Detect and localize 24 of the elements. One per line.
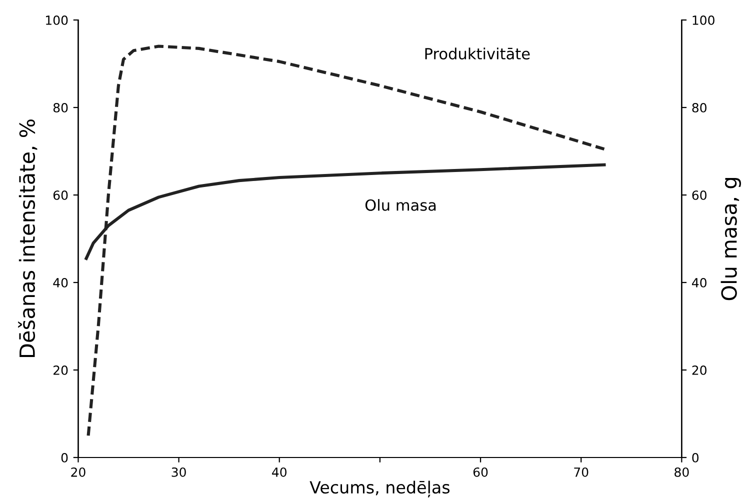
x-tick-label: 60 — [473, 467, 488, 477]
y2-tick-label: 100 — [692, 15, 714, 25]
x-tick-label: 80 — [674, 467, 689, 477]
text: Produktivitāte — [425, 48, 530, 60]
x-tick-label: 70 — [574, 467, 588, 477]
y2-tick-label: 60 — [692, 190, 706, 200]
y-tick-label: 100 — [46, 15, 68, 25]
y2-tick-label: 0 — [692, 452, 699, 462]
y-tick-label: 60 — [53, 190, 68, 200]
y2-tick-label: 80 — [692, 102, 706, 112]
y2-axis-title: Olu masa, g — [720, 178, 741, 300]
y-tick-label: 20 — [54, 365, 68, 375]
x-tick-label: 30 — [172, 467, 186, 477]
y-tick-label: 40 — [53, 278, 68, 288]
y2-tick-label: 40 — [692, 278, 706, 288]
series-label: Olu masa — [365, 199, 436, 211]
y-axis-title: Dēšanas intensitāte, % — [18, 120, 38, 358]
y-tick-label: 80 — [53, 102, 68, 112]
x-tick-label: 40 — [272, 467, 286, 477]
x-axis-title: Vecums, nedēļas — [310, 480, 450, 498]
line-series — [86, 44, 606, 438]
y2-tick-label: 20 — [692, 365, 706, 375]
y-tick-label: 0 — [61, 452, 68, 462]
x-tick-label: 20 — [71, 467, 86, 477]
